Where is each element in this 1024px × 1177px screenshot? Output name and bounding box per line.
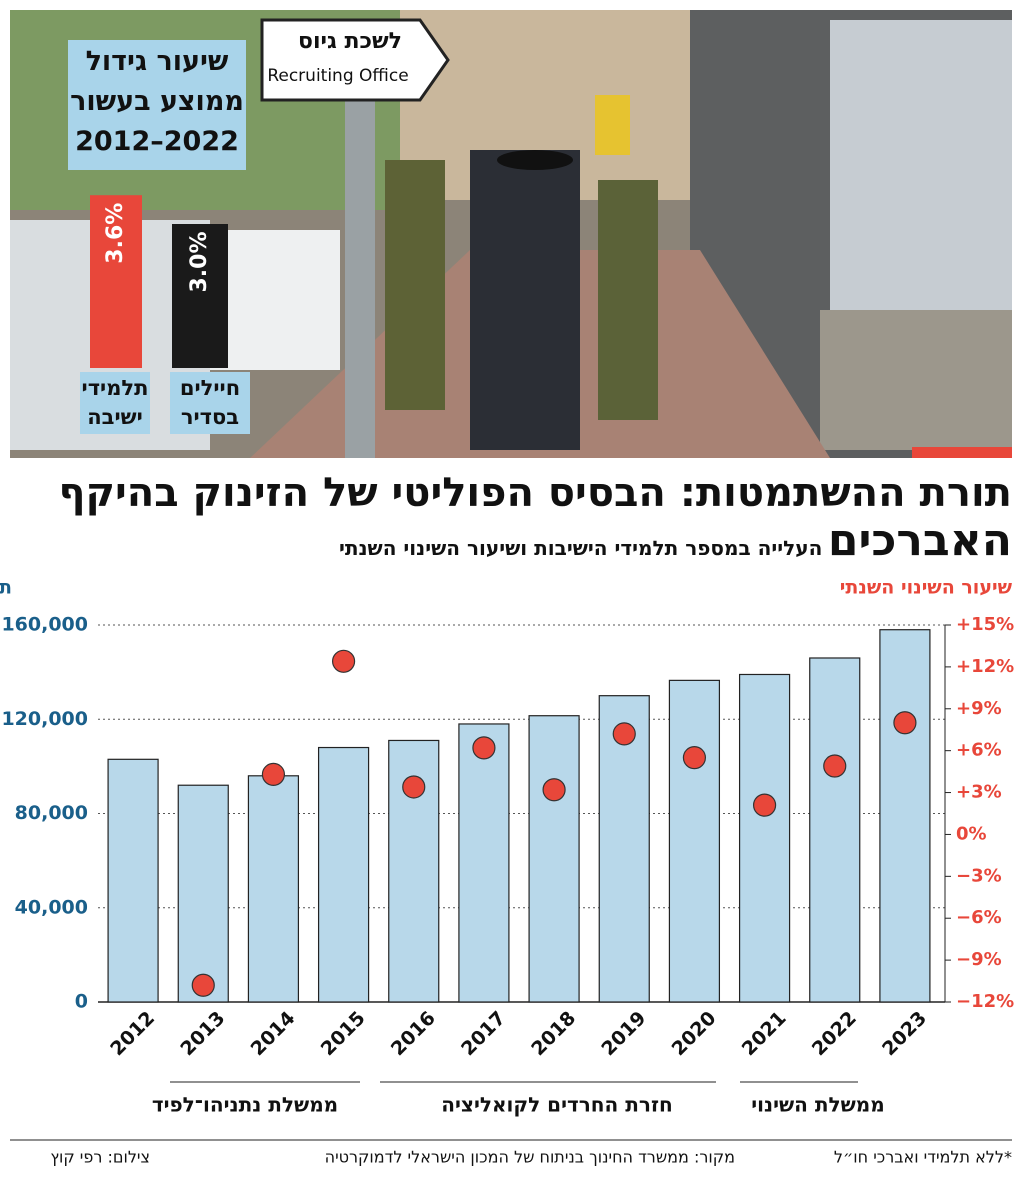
header: תורת ההשתמטות: הבסיס הפוליטי של הזינוק ב… <box>7 470 1012 566</box>
bar <box>809 657 861 1003</box>
x-tick-label: 2014 <box>247 1007 300 1060</box>
y2-tick-label: +15% <box>956 614 1014 635</box>
bar <box>177 784 229 1003</box>
x-tick-label: 2015 <box>317 1007 370 1060</box>
x-tick-label: 2022 <box>808 1007 861 1060</box>
bar <box>879 629 931 1003</box>
source: מקור: ממשרד החינוך בניתוח של המכון הישרא… <box>325 1148 735 1167</box>
dot <box>331 649 356 673</box>
dot <box>752 793 777 817</box>
photo <box>10 10 1012 458</box>
y2-tick-label: −12% <box>956 991 1014 1012</box>
dot <box>542 778 566 802</box>
y2-tick-label: +12% <box>956 656 1014 677</box>
inset-value-label: 3.0% <box>187 231 212 292</box>
subtitle: העלייה במספר תלמידי הישיבות ושיעור השינו… <box>338 536 823 560</box>
dot <box>893 711 917 735</box>
dot <box>472 736 496 760</box>
y-tick-label: 0 <box>75 991 88 1013</box>
title: האברכים <box>827 515 1012 566</box>
inset-title-line: 2022–2012 <box>75 126 239 157</box>
y2-tick-label: 0% <box>956 823 987 844</box>
inset-title-line: ממוצע בעשור <box>70 86 244 117</box>
title: תורת ההשתמטות: הבסיס הפוליטי של הזינוק ב… <box>58 470 1012 516</box>
bar <box>317 746 370 1003</box>
title-row: האברכים העלייה במספר תלמידי הישיבות ושיע… <box>7 516 1012 566</box>
y2-tick-label: +3% <box>956 782 1002 803</box>
inset-category: חיילים בסדיר <box>179 376 241 429</box>
y-axis-title: תלמידי ישיבות ואברכי כולל* <box>0 577 12 599</box>
credit: צילום: רפי קוץ <box>50 1148 150 1167</box>
y2-tick-label: −3% <box>956 865 1002 886</box>
dot <box>823 754 847 778</box>
x-tick-label: 2017 <box>457 1007 510 1060</box>
y-tick-label: 40,000 <box>15 896 88 918</box>
x-tick-label: 2012 <box>106 1007 159 1060</box>
bar <box>247 775 300 1003</box>
annotation: ממשלת נתניהו־לפיד <box>152 1093 338 1117</box>
y-tick-label: 120,000 <box>1 708 88 730</box>
sign-text: לשכת גיוס <box>298 29 402 54</box>
bar <box>528 715 580 1003</box>
y-tick-label: 80,000 <box>15 802 88 824</box>
dot <box>191 973 215 997</box>
sign-text: Recruiting Office <box>267 66 408 86</box>
inset-value-label: 3.6% <box>103 203 128 264</box>
x-tick-label: 2016 <box>387 1007 440 1060</box>
inset-bar <box>172 224 228 368</box>
inset-title-line: שיעור גידול <box>85 46 229 77</box>
x-tick-label: 2020 <box>668 1007 721 1060</box>
bar <box>668 679 721 1003</box>
y2-tick-label: +6% <box>956 740 1002 761</box>
inset-category: תלמידי ישיבה <box>81 376 149 429</box>
annotation: ממשלת השינוי <box>751 1093 884 1117</box>
bar <box>107 758 159 1003</box>
dot <box>261 762 286 787</box>
x-tick-label: 2019 <box>597 1007 650 1060</box>
y2-tick-label: +9% <box>956 698 1002 719</box>
y-tick-label: 160,000 <box>1 614 88 636</box>
x-tick-label: 2021 <box>738 1007 791 1060</box>
dot <box>682 746 707 770</box>
y2-tick-label: −9% <box>956 949 1002 970</box>
annotation: חזרת החרדים לקואליציה <box>441 1093 672 1117</box>
inset-title: שיעור גידול ממוצע בעשור 2022–2012 <box>68 42 246 162</box>
footnote: *ללא תלמידי ואברכי חו״ל <box>834 1148 1012 1167</box>
bar <box>598 695 650 1003</box>
x-tick-label: 2013 <box>176 1007 229 1060</box>
bar <box>738 673 791 1003</box>
x-tick-label: 2018 <box>527 1007 580 1060</box>
y2-tick-label: −6% <box>956 907 1002 928</box>
y2-axis-title: שיעור השינוי השנתי <box>840 577 1013 599</box>
x-tick-label: 2023 <box>878 1007 931 1060</box>
inset-bar <box>90 195 142 368</box>
bar <box>458 723 510 1003</box>
dot <box>612 722 636 746</box>
dot <box>402 775 426 799</box>
